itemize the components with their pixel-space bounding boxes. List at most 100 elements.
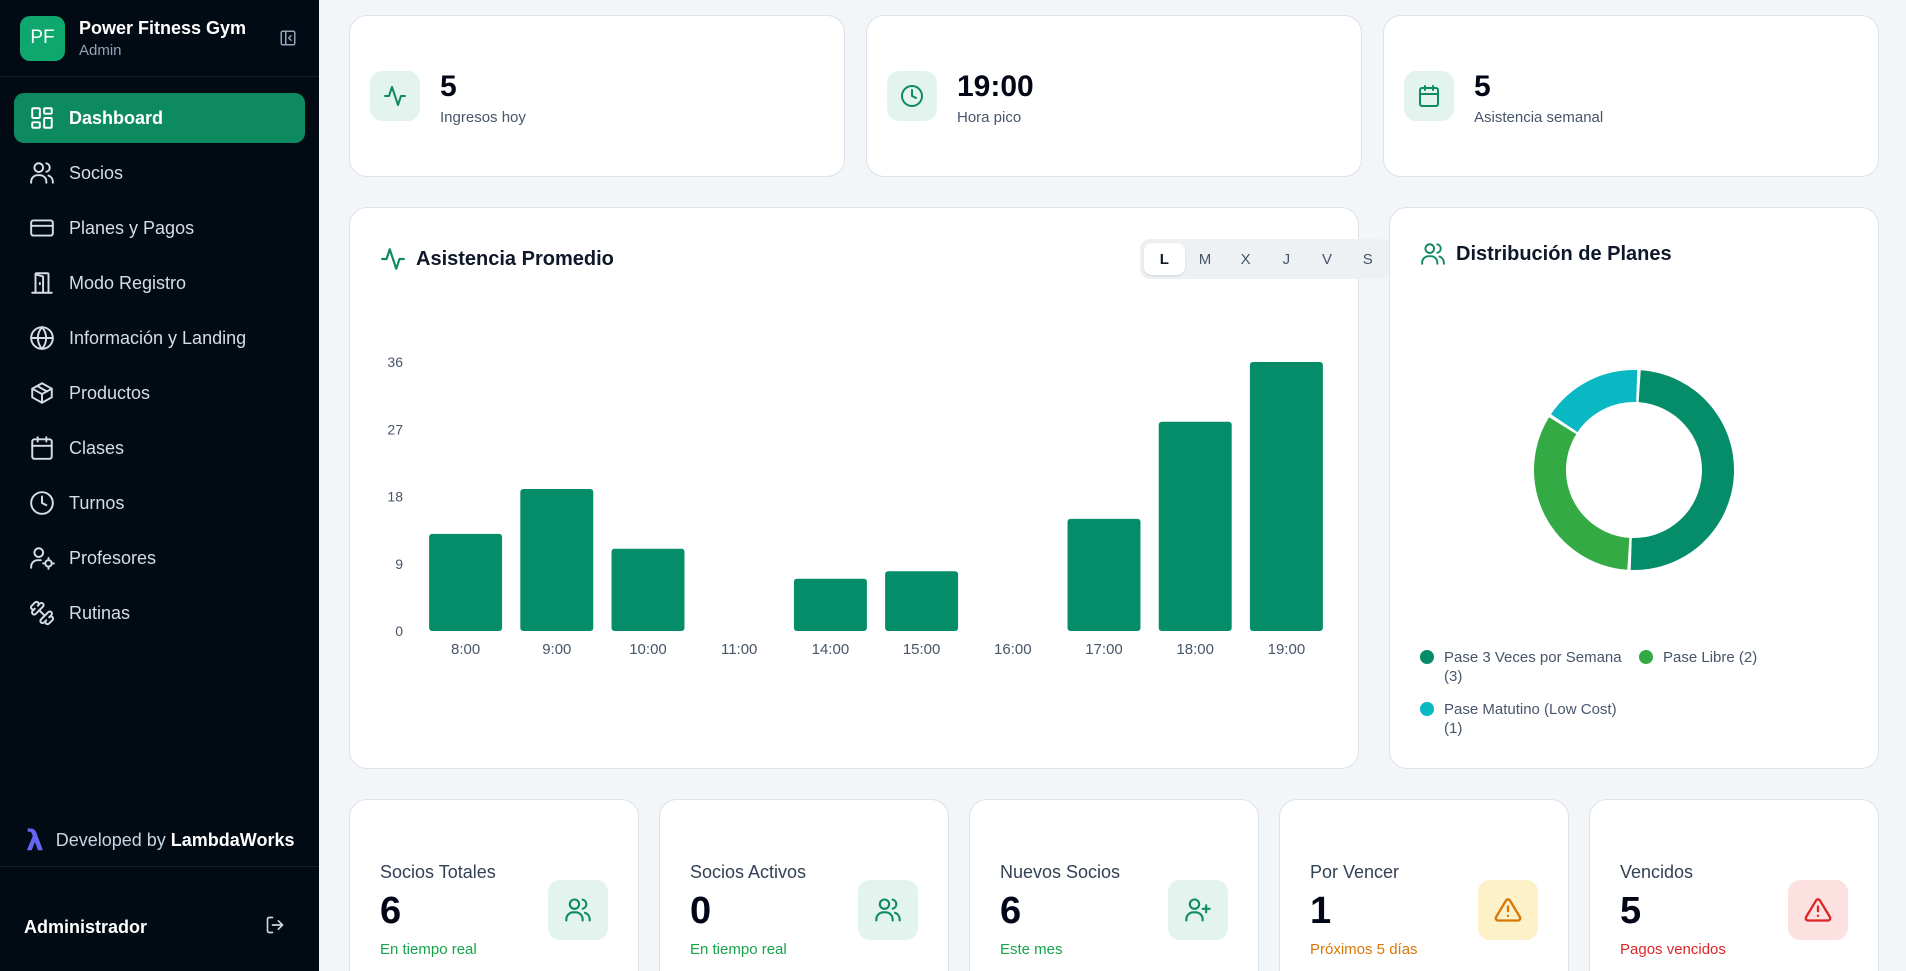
x-tick-label: 14:00 — [812, 641, 850, 658]
day-tab-v[interactable]: V — [1322, 250, 1333, 268]
stat-card-socios-activos: Socios Activos 0 En tiempo real — [659, 799, 949, 971]
plans-chart-card: Distribución de Planes Pase 3 Veces por … — [1389, 207, 1879, 769]
day-tab-m[interactable]: M — [1198, 250, 1212, 268]
y-tick-label: 27 — [387, 421, 403, 437]
users-icon — [548, 880, 608, 940]
y-tick-label: 18 — [387, 489, 403, 505]
kpi-value: 19:00 — [957, 70, 1034, 103]
clock-icon — [887, 71, 937, 121]
stat-value: 5 — [1620, 890, 1642, 932]
donut-slice — [1550, 370, 1638, 433]
sidebar-item-profesores[interactable]: Profesores — [14, 533, 305, 583]
bar — [885, 571, 959, 631]
legend-label: Pase 3 Veces por Semana — [1444, 649, 1622, 666]
door-icon — [31, 272, 53, 294]
y-tick-label: 36 — [387, 354, 403, 370]
legend-count: (1) — [1444, 720, 1463, 737]
developer-credit: λ Developed by LambdaWorks — [0, 815, 319, 867]
sidebar-item-label: Socios — [69, 162, 124, 183]
day-tab-x[interactable]: X — [1240, 250, 1251, 268]
sidebar-item-modo-registro[interactable]: Modo Registro — [14, 258, 305, 308]
stat-title: Nuevos Socios — [1000, 862, 1121, 882]
x-tick-label: 10:00 — [629, 641, 667, 658]
clock-icon — [30, 491, 54, 515]
sidebar-item-productos[interactable]: Productos — [14, 368, 305, 418]
kpi-value: 5 — [440, 70, 457, 103]
legend-item: Pase 3 Veces por Semana (3) — [1420, 648, 1622, 686]
kpi-card-hora-pico: 19:00 Hora pico — [866, 15, 1362, 177]
x-tick-label: 9:00 — [542, 641, 571, 658]
bar — [793, 578, 867, 631]
x-tick-label: 18:00 — [1176, 641, 1214, 658]
sidebar-item-clases[interactable]: Clases — [14, 423, 305, 473]
stat-card-vencidos: Vencidos 5 Pagos vencidos — [1589, 799, 1879, 971]
stat-title: Socios Activos — [690, 862, 807, 882]
attendance-chart-header: Asistencia Promedio — [380, 246, 614, 272]
stat-card-nuevos-socios: Nuevos Socios 6 Este mes — [969, 799, 1259, 971]
sidebar-item-dashboard[interactable]: Dashboard — [14, 93, 305, 143]
warning-icon — [1478, 880, 1538, 940]
sidebar-item-label: Turnos — [69, 492, 125, 513]
donut-slice — [1534, 417, 1630, 570]
sidebar-item-label: Productos — [69, 382, 151, 403]
day-selector: L M X J V S — [1140, 239, 1392, 279]
kpi-card-ingresos-hoy: 5 Ingresos hoy — [349, 15, 845, 177]
sidebar: PF Power Fitness Gym Admin Dashboard Soc… — [0, 0, 319, 971]
stat-subtitle: Pagos vencidos — [1620, 941, 1726, 958]
stat-title: Socios Totales — [380, 862, 496, 882]
user-footer: Administrador — [0, 900, 319, 955]
sidebar-item-label: Profesores — [69, 547, 157, 568]
user-cog-icon — [30, 547, 55, 570]
activity-icon — [370, 71, 420, 121]
sidebar-item-informacion-landing[interactable]: Información y Landing — [14, 313, 305, 363]
legend-dot — [1420, 650, 1434, 664]
users-icon — [30, 162, 54, 184]
sidebar-item-label: Modo Registro — [69, 272, 187, 293]
day-tab-l[interactable]: L — [1144, 243, 1185, 275]
sidebar-item-label: Rutinas — [69, 602, 131, 623]
attendance-chart-card: Asistencia Promedio L M X J V S 0 9 18 27 36… — [349, 207, 1392, 769]
gym-name: Power Fitness Gym — [79, 17, 247, 38]
dashboard-icon — [31, 107, 53, 129]
credit-card-icon — [30, 219, 54, 237]
attendance-bar-chart: 0 9 18 27 36 8:00 9:00 10:00 11:00 14:00 15:00 16:0… — [387, 354, 1323, 658]
bar — [429, 533, 503, 631]
bar — [520, 489, 594, 631]
developer-name: LambdaWorks — [170, 830, 295, 850]
sidebar-item-turnos[interactable]: Turnos — [14, 478, 305, 528]
stat-subtitle: En tiempo real — [690, 941, 787, 958]
bar — [611, 548, 685, 631]
user-role: Admin — [79, 41, 122, 59]
users-icon — [1421, 243, 1445, 265]
bar — [1158, 421, 1232, 631]
legend-item: Pase Libre (2) — [1639, 648, 1757, 667]
x-tick-label: 15:00 — [903, 641, 941, 658]
stat-card-socios-totales: Socios Totales 6 En tiempo real — [349, 799, 639, 971]
day-tab-s[interactable]: S — [1362, 250, 1373, 268]
x-tick-label: 19:00 — [1268, 641, 1306, 658]
legend-label: Pase Matutino (Low Cost) — [1444, 701, 1617, 718]
day-tab-j[interactable]: J — [1282, 250, 1291, 268]
x-tick-label: 17:00 — [1085, 641, 1123, 658]
stat-subtitle: En tiempo real — [380, 941, 477, 958]
logout-icon[interactable] — [265, 915, 285, 940]
collapse-sidebar-icon[interactable] — [277, 27, 299, 49]
x-tick-label: 11:00 — [721, 641, 757, 658]
legend-dot — [1639, 650, 1653, 664]
calendar-icon — [1404, 71, 1454, 121]
sidebar-item-label: Dashboard — [69, 107, 164, 128]
package-icon — [31, 382, 53, 404]
legend-label: Pase Libre (2) — [1663, 649, 1758, 666]
stat-value: 6 — [1000, 890, 1022, 932]
sidebar-item-planes-pagos[interactable]: Planes y Pagos — [14, 203, 305, 253]
sidebar-item-rutinas[interactable]: Rutinas — [14, 588, 305, 638]
brand-header: PF Power Fitness Gym Admin — [0, 0, 319, 77]
lambda-logo-icon: λ — [26, 824, 44, 857]
x-tick-label: 8:00 — [451, 641, 480, 658]
legend-item: Pase Matutino (Low Cost) (1) — [1420, 700, 1617, 738]
brand-logo: PF — [20, 15, 65, 61]
legend-dot — [1420, 702, 1434, 716]
developed-by-label: Developed by — [55, 830, 166, 850]
sidebar-item-socios[interactable]: Socios — [14, 148, 305, 198]
stat-subtitle: Próximos 5 días — [1310, 941, 1418, 958]
